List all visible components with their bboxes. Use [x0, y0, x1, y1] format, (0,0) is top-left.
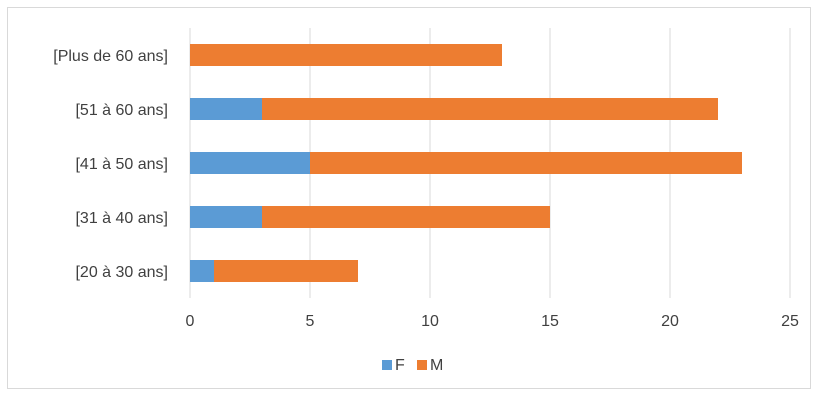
legend-label-f: F: [395, 357, 405, 374]
chart-frame: [20 à 30 ans] [31 à 40 ans] [41 à 50 ans] […: [7, 7, 811, 389]
bar-m-3: [262, 98, 718, 120]
legend-swatch-f: [382, 360, 392, 370]
bar-m-4: [190, 44, 502, 66]
bar-f-0: [190, 260, 214, 282]
bar-f-1: [190, 206, 262, 228]
x-tick-label: 20: [661, 313, 679, 330]
category-label: [20 à 30 ans]: [75, 264, 168, 281]
category-labels: [20 à 30 ans] [31 à 40 ans] [41 à 50 ans] […: [53, 48, 168, 281]
x-tick-label: 5: [306, 313, 315, 330]
category-label: [31 à 40 ans]: [75, 210, 168, 227]
bars: [190, 44, 742, 282]
x-tick-label: 15: [541, 313, 559, 330]
x-tick-label: 10: [421, 313, 439, 330]
stacked-bar-chart: [20 à 30 ans] [31 à 40 ans] [41 à 50 ans] […: [53, 28, 799, 374]
category-label: [Plus de 60 ans]: [53, 48, 168, 65]
legend-swatch-m: [417, 360, 427, 370]
x-tick-label: 25: [781, 313, 799, 330]
category-label: [51 à 60 ans]: [75, 102, 168, 119]
x-tick-label: 0: [186, 313, 195, 330]
bar-m-1: [262, 206, 550, 228]
x-tick-labels: 0 5 10 15 20 25: [186, 313, 799, 330]
legend-label-m: M: [430, 357, 443, 374]
bar-f-2: [190, 152, 310, 174]
bar-f-3: [190, 98, 262, 120]
bar-m-2: [310, 152, 742, 174]
category-label: [41 à 50 ans]: [75, 156, 168, 173]
bar-m-0: [214, 260, 358, 282]
